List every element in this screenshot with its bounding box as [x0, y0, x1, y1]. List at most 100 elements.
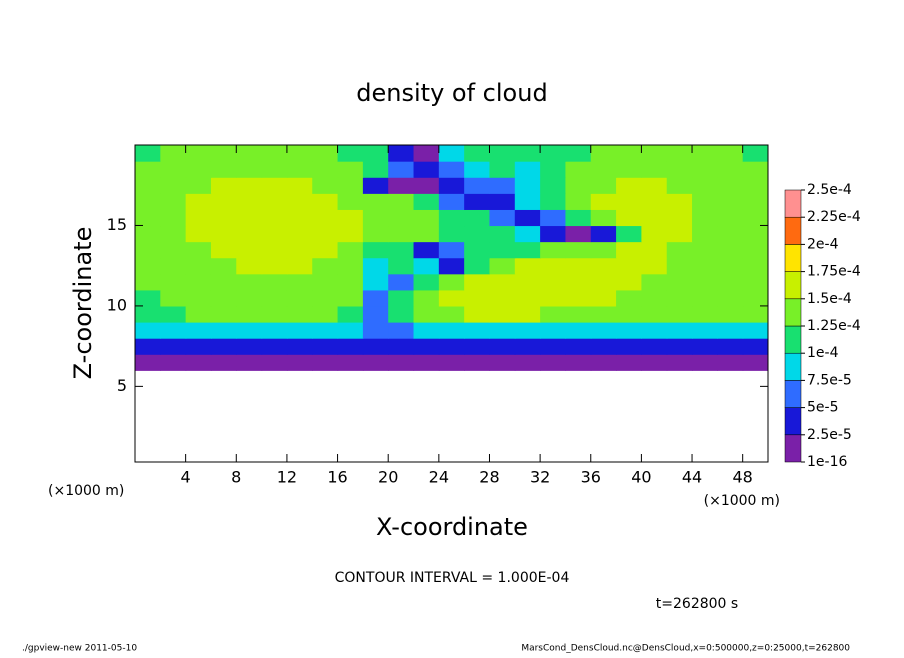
heat-cell — [438, 273, 465, 291]
heat-cell — [540, 209, 567, 227]
heat-cell — [135, 354, 161, 371]
heat-cell — [489, 193, 516, 210]
heat-cell — [362, 145, 389, 162]
heat-cell — [388, 193, 415, 210]
colorbar-bin — [784, 189, 802, 218]
heat-cell — [210, 322, 237, 339]
heat-cell — [261, 241, 288, 259]
heat-cell — [464, 225, 491, 243]
heat-cell — [185, 161, 212, 178]
heat-cell — [742, 161, 768, 178]
heat-cell — [438, 322, 465, 339]
heat-cell — [641, 193, 668, 210]
heat-cell — [362, 305, 389, 323]
x-axis-label: X-coordinate — [376, 513, 528, 541]
heat-cell — [464, 322, 491, 339]
heat-cell — [540, 225, 567, 243]
heat-cell — [388, 305, 415, 323]
heat-cell — [692, 322, 718, 339]
heat-cell — [160, 225, 187, 243]
heat-cell — [616, 161, 642, 178]
heat-cell — [337, 193, 364, 210]
heat-cell — [616, 305, 642, 323]
x-tick-label: 20 — [378, 468, 398, 487]
heat-cell — [717, 177, 744, 194]
heat-cell — [742, 354, 768, 371]
heat-cell — [286, 273, 313, 291]
heat-cell — [565, 225, 592, 243]
heat-cell — [312, 145, 339, 162]
heat-cell — [742, 289, 768, 307]
heat-cell — [362, 177, 389, 194]
heat-cell — [742, 145, 768, 162]
colorbar-bin — [784, 298, 802, 327]
heat-cell — [616, 354, 642, 371]
heat-cell — [692, 338, 718, 355]
heat-cell — [565, 289, 592, 307]
heat-cell — [666, 225, 693, 243]
heat-cell — [464, 338, 491, 355]
x-tick-label: 12 — [277, 468, 297, 487]
heat-cell — [514, 305, 541, 323]
heat-cell — [514, 322, 541, 339]
heat-cell — [540, 177, 567, 194]
x-tick-label: 44 — [682, 468, 702, 487]
colorbar-bin — [784, 325, 802, 354]
heat-cell — [185, 289, 212, 307]
heat-cell — [641, 289, 668, 307]
heat-cell — [540, 161, 567, 178]
y-axis-label: Z-coordinate — [69, 227, 97, 380]
heat-cell — [514, 257, 541, 275]
heat-cell — [337, 354, 364, 371]
heat-cell — [388, 225, 415, 243]
heat-cell — [135, 161, 161, 178]
heat-cell — [337, 338, 364, 355]
heat-cell — [413, 145, 440, 162]
heat-cell — [135, 257, 161, 275]
heat-cell — [286, 241, 313, 259]
y-tick-label: 10 — [107, 295, 127, 314]
heat-cell — [489, 257, 516, 275]
heat-cell — [464, 193, 491, 210]
heat-cell — [210, 257, 237, 275]
heat-cell — [286, 161, 313, 178]
heat-cell — [362, 193, 389, 210]
heat-cell — [590, 338, 617, 355]
heat-cell — [616, 273, 642, 291]
heat-cell — [514, 161, 541, 178]
heat-cell — [388, 322, 415, 339]
heat-cell — [464, 289, 491, 307]
heat-cell — [514, 289, 541, 307]
heat-cell — [590, 273, 617, 291]
heat-cell — [388, 338, 415, 355]
heat-cell — [135, 289, 161, 307]
heat-cell — [489, 161, 516, 178]
heat-cell — [489, 322, 516, 339]
heat-cell — [362, 273, 389, 291]
heat-cell — [160, 257, 187, 275]
heat-cell — [464, 257, 491, 275]
heat-cell — [312, 305, 339, 323]
heat-cell — [692, 193, 718, 210]
heat-cell — [261, 354, 288, 371]
heat-cell — [388, 161, 415, 178]
heat-cell — [286, 338, 313, 355]
x-tick-label: 4 — [181, 468, 191, 487]
heat-cell — [565, 338, 592, 355]
heat-cell — [160, 145, 187, 162]
heat-cell — [312, 209, 339, 227]
heat-cell — [641, 225, 668, 243]
heat-cell — [261, 161, 288, 178]
colorbar-label: 7.5e-5 — [807, 372, 852, 388]
heat-cell — [388, 209, 415, 227]
heat-cell — [742, 193, 768, 210]
heat-cell — [514, 177, 541, 194]
heat-cell — [666, 289, 693, 307]
heat-cell — [160, 209, 187, 227]
heat-cell — [565, 305, 592, 323]
heat-cell — [489, 241, 516, 259]
heat-cell — [160, 241, 187, 259]
heat-cell — [286, 322, 313, 339]
heat-cell — [135, 305, 161, 323]
